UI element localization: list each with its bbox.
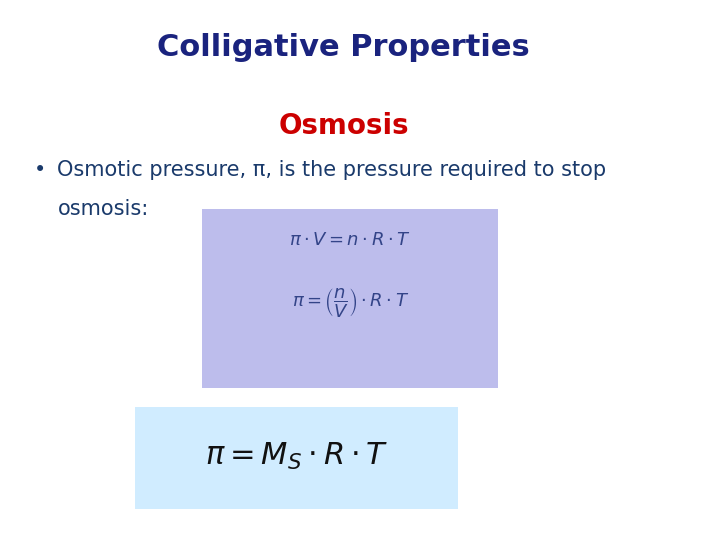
Text: Colligative Properties: Colligative Properties (157, 33, 530, 62)
Text: •: • (34, 159, 46, 179)
Text: $\pi = M_S \cdot R \cdot T$: $\pi = M_S \cdot R \cdot T$ (204, 441, 388, 472)
Text: Osmotic pressure, π, is the pressure required to stop: Osmotic pressure, π, is the pressure req… (58, 159, 606, 179)
Text: osmosis:: osmosis: (58, 199, 148, 219)
Text: $\pi = \left(\dfrac{n}{V}\right) \cdot R \cdot T$: $\pi = \left(\dfrac{n}{V}\right) \cdot R… (292, 286, 409, 319)
Text: $\pi \cdot V = n \cdot R \cdot T$: $\pi \cdot V = n \cdot R \cdot T$ (289, 231, 411, 248)
Text: Osmosis: Osmosis (278, 112, 409, 140)
FancyBboxPatch shape (202, 210, 498, 388)
FancyBboxPatch shape (135, 407, 458, 509)
